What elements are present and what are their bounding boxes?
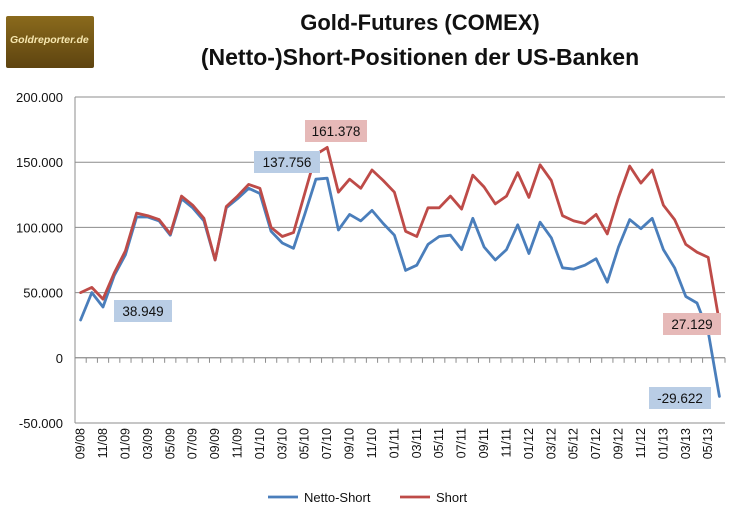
x-tick-label: 05/11 (432, 428, 446, 458)
x-tick-label: 05/10 (298, 428, 312, 459)
x-tick-label: 03/09 (141, 428, 155, 459)
x-tick-label: 03/10 (275, 428, 289, 459)
x-tick-label: 09/10 (343, 428, 357, 459)
data-label-box (305, 120, 367, 142)
x-tick-label: 03/13 (679, 428, 693, 459)
y-tick-label: 100.000 (16, 220, 63, 235)
y-tick-label: 0 (56, 351, 63, 366)
data-label-box (254, 151, 320, 173)
legend-label-short: Short (436, 490, 467, 505)
data-label-box (663, 313, 721, 335)
x-tick-label: 07/10 (320, 428, 334, 459)
x-tick-label: 09/08 (74, 428, 88, 459)
x-tick-label: 09/09 (208, 428, 222, 459)
data-label: -29.622 (657, 391, 703, 406)
x-tick-label: 05/09 (163, 428, 177, 459)
legend-label-netto-short: Netto-Short (304, 490, 371, 505)
y-tick-label: -50.000 (19, 416, 63, 431)
x-tick-label: 09/12 (612, 428, 626, 459)
x-tick-label: 01/09 (118, 428, 132, 459)
logo-text: Goldreporter.de (10, 34, 89, 46)
x-tick-label: 09/11 (477, 428, 491, 458)
y-tick-label: 150.000 (16, 155, 63, 170)
x-tick-label: 07/09 (186, 428, 200, 459)
x-tick-label: 03/12 (544, 428, 558, 459)
x-tick-label: 01/12 (522, 428, 536, 459)
chart-title: Gold-Futures (COMEX) (300, 10, 540, 35)
y-tick-label: 200.000 (16, 90, 63, 105)
x-tick-label: 01/10 (253, 428, 267, 459)
data-label: 161.378 (312, 124, 361, 139)
x-tick-label: 11/12 (634, 428, 648, 458)
x-tick-label: 05/12 (567, 428, 581, 459)
series-line-short (79, 145, 721, 324)
x-tick-label: 11/11 (499, 428, 513, 457)
data-label-box (649, 387, 711, 409)
x-tick-label: 11/08 (96, 428, 110, 458)
x-tick-label: 05/13 (701, 428, 715, 459)
goldreporter-logo: Goldreporter.de (6, 16, 94, 68)
data-label-box (114, 300, 172, 322)
data-label: 137.756 (263, 155, 312, 170)
x-tick-label: 03/11 (410, 428, 424, 458)
x-tick-label: 11/10 (365, 428, 379, 458)
series-line-netto-short (79, 176, 721, 398)
x-tick-label: 07/12 (589, 428, 603, 459)
y-tick-label: 50.000 (23, 286, 63, 301)
x-tick-label: 01/13 (656, 428, 670, 459)
data-label: 38.949 (122, 304, 163, 319)
x-tick-label: 11/09 (231, 428, 245, 458)
chart-subtitle: (Netto-)Short-Positionen der US-Banken (200, 44, 640, 70)
x-tick-label: 01/11 (387, 428, 401, 458)
x-tick-label: 07/11 (455, 428, 469, 458)
data-label: 27.129 (671, 317, 712, 332)
